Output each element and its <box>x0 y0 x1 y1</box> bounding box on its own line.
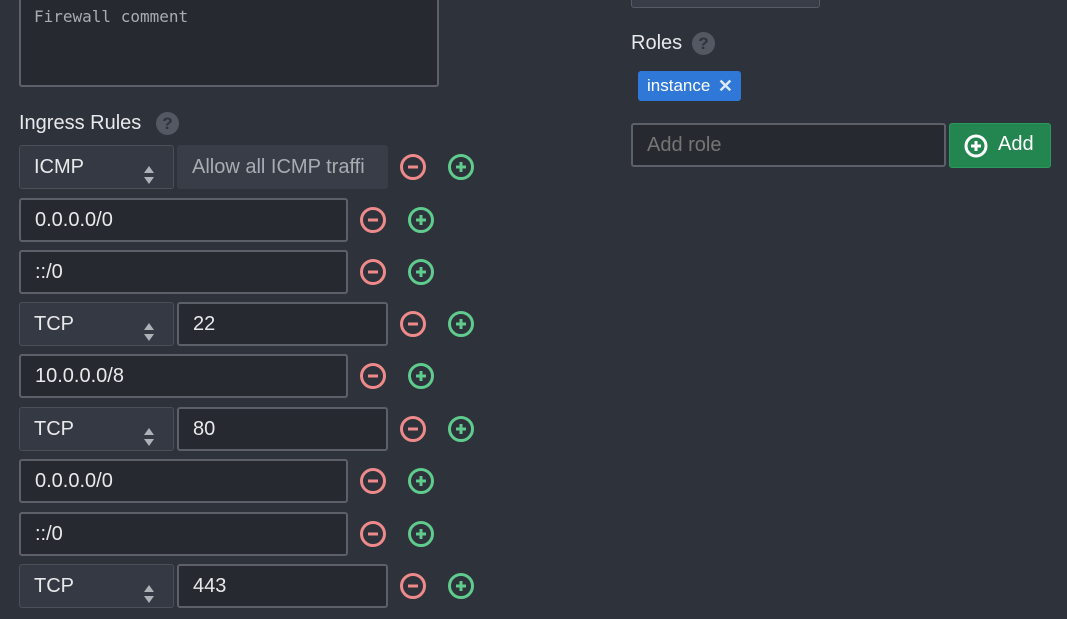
top-right-field[interactable] <box>631 0 820 8</box>
remove-rule-icon[interactable] <box>400 154 426 180</box>
remove-rule-icon[interactable] <box>360 468 386 494</box>
protocol-select[interactable]: TCP <box>19 564 174 608</box>
roles-label: Roles <box>631 32 683 54</box>
protocol-value: ICMP <box>34 156 84 178</box>
sort-arrows-icon <box>143 577 155 603</box>
protocol-value: TCP <box>34 418 74 440</box>
add-role-input[interactable] <box>631 123 946 167</box>
remove-rule-icon[interactable] <box>400 416 426 442</box>
protocol-select[interactable]: TCP <box>19 407 174 451</box>
add-role-button-label: Add <box>998 133 1034 155</box>
plus-circle-icon <box>964 134 988 158</box>
cidr-input[interactable]: 0.0.0.0/0 <box>19 459 348 503</box>
cidr-input[interactable]: 10.0.0.0/8 <box>19 354 348 398</box>
protocol-value: TCP <box>34 575 74 597</box>
add-rule-icon[interactable] <box>448 311 474 337</box>
remove-rule-icon[interactable] <box>360 207 386 233</box>
port-input[interactable]: 80 <box>177 407 388 451</box>
remove-rule-icon[interactable] <box>360 363 386 389</box>
firewall-comment-textarea[interactable]: Firewall comment <box>19 0 439 87</box>
add-rule-icon[interactable] <box>448 154 474 180</box>
add-rule-icon[interactable] <box>408 259 434 285</box>
cidr-input[interactable]: ::/0 <box>19 250 348 294</box>
port-input[interactable]: 443 <box>177 564 388 608</box>
add-rule-icon[interactable] <box>408 468 434 494</box>
remove-role-icon[interactable]: ✕ <box>717 76 733 96</box>
remove-rule-icon[interactable] <box>360 259 386 285</box>
add-rule-icon[interactable] <box>408 521 434 547</box>
add-rule-icon[interactable] <box>408 207 434 233</box>
role-tag: instance ✕ <box>638 71 741 101</box>
remove-rule-icon[interactable] <box>400 311 426 337</box>
question-circle-icon[interactable]: ? <box>692 32 715 55</box>
add-rule-icon[interactable] <box>448 573 474 599</box>
question-circle-icon[interactable]: ? <box>156 112 179 135</box>
role-tag-label: instance <box>647 76 711 95</box>
cidr-input[interactable]: 0.0.0.0/0 <box>19 198 348 242</box>
protocol-value: TCP <box>34 313 74 335</box>
protocol-select[interactable]: TCP <box>19 302 174 346</box>
add-role-button[interactable]: Add <box>949 123 1051 168</box>
remove-rule-icon[interactable] <box>400 573 426 599</box>
ingress-rules-label: Ingress Rules <box>19 112 142 134</box>
add-rule-icon[interactable] <box>448 416 474 442</box>
remove-rule-icon[interactable] <box>360 521 386 547</box>
protocol-select[interactable]: ICMP <box>19 145 174 189</box>
comment-placeholder: Firewall comment <box>34 7 189 26</box>
port-input: Allow all ICMP traffi <box>177 145 388 189</box>
sort-arrows-icon <box>143 315 155 341</box>
sort-arrows-icon <box>143 158 155 184</box>
add-rule-icon[interactable] <box>408 363 434 389</box>
port-input[interactable]: 22 <box>177 302 388 346</box>
sort-arrows-icon <box>143 420 155 446</box>
cidr-input[interactable]: ::/0 <box>19 512 348 556</box>
